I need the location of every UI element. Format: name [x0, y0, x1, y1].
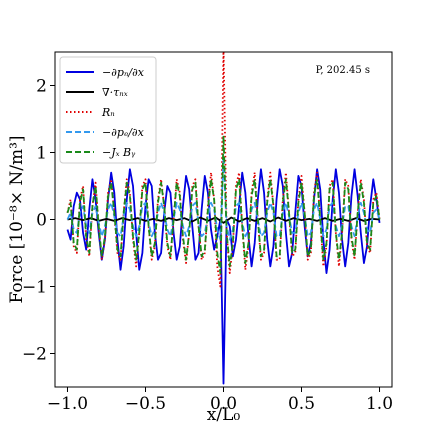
- legend-label-3: −∂pₑ/∂x: [102, 126, 145, 139]
- y-tick-label-4: 2: [36, 77, 47, 97]
- legend-box: [59, 56, 157, 164]
- x-tick-label-2: 0.0: [210, 394, 237, 414]
- x-tick-label-4: 1.0: [366, 394, 393, 414]
- y-tick-label-1: −1: [22, 278, 47, 298]
- series-layer: [66, 52, 381, 385]
- legend-label-1: ∇·τₙₓ: [102, 86, 128, 99]
- series-line-0: [66, 168, 381, 385]
- y-tick-label-2: 0: [36, 211, 47, 231]
- legend: −∂pₙ/∂x ∇·τₙₓ Rₙ −∂pₑ/∂x −Jₓ Bᵧ: [59, 56, 157, 164]
- y-axis-ticks: −2 −1 0 1 2: [22, 77, 55, 365]
- x-tick-label-1: −0.5: [125, 394, 166, 414]
- x-axis-ticks: −1.0 −0.5 0.0 0.5 1.0: [47, 387, 393, 414]
- time-annotation: P, 202.45 s: [316, 65, 370, 76]
- x-axis-title: x/L₀: [207, 405, 241, 425]
- y-axis-title: Force [10⁻⁸× N/m³]: [7, 135, 27, 303]
- series-line-3: [66, 154, 381, 241]
- y-tick-label-0: −2: [22, 345, 47, 365]
- x-tick-label-3: 0.5: [288, 394, 315, 414]
- legend-label-0: −∂pₙ/∂x: [102, 66, 145, 79]
- x-tick-label-0: −1.0: [47, 394, 88, 414]
- legend-label-4: −Jₓ Bᵧ: [102, 146, 136, 159]
- legend-label-2: Rₙ: [101, 106, 115, 119]
- series-line-4: [66, 134, 381, 275]
- y-tick-label-3: 1: [36, 144, 47, 164]
